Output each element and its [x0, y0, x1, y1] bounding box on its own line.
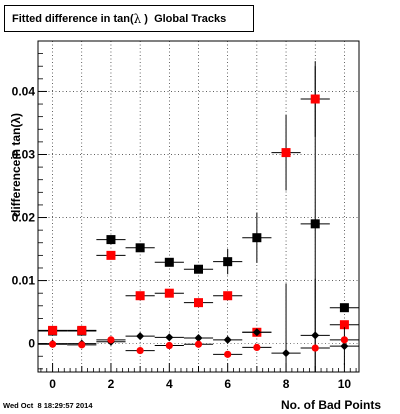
data-layer — [38, 61, 359, 372]
chart-title-lambda: λ — [133, 11, 142, 26]
data-point-diamond — [340, 342, 349, 351]
x-tick-label: 0 — [49, 377, 56, 391]
y-tick-label: 0.04 — [12, 84, 36, 98]
data-point-circle — [107, 336, 115, 344]
chart-title-box: Fitted difference in tan(λ ) Global Trac… — [4, 5, 254, 32]
data-point-diamond — [136, 332, 145, 341]
data-point-square — [310, 94, 320, 104]
data-point-circle — [194, 340, 203, 348]
data-point-circle — [136, 346, 144, 355]
chart-title-prefix: Fitted difference in tan( — [12, 12, 134, 25]
grid-layer — [38, 41, 359, 372]
data-point-square — [339, 303, 349, 313]
data-point-diamond — [282, 349, 291, 358]
data-point-square — [135, 243, 145, 253]
x-tick-label: 6 — [224, 377, 231, 391]
x-tick-label: 4 — [166, 377, 173, 391]
data-point-square — [106, 235, 116, 245]
timestamp-label: Wed Oct 8 18:29:57 2014 — [3, 401, 93, 410]
data-point-square — [252, 233, 262, 243]
data-point-circle — [311, 344, 319, 352]
data-point-circle — [224, 350, 232, 358]
label-layer: differencein tan(λ) No. of Bad Points — [9, 113, 381, 412]
data-point-square — [223, 257, 233, 267]
data-point-circle — [48, 340, 57, 348]
y-axis-title: differencein tan(λ) — [9, 113, 23, 217]
data-point-square — [135, 291, 145, 301]
data-point-diamond — [194, 333, 203, 342]
data-point-square — [281, 148, 291, 158]
x-tick-label: 2 — [108, 377, 115, 391]
data-point-diamond — [311, 331, 320, 340]
data-point-square — [77, 325, 87, 335]
axis-layer: 0 2 4 6 8 10 0 0.01 0.02 0.03 0.04 — [12, 40, 360, 391]
data-point-circle — [340, 336, 349, 344]
y-tick-label: 0 — [28, 337, 35, 351]
data-point-circle — [165, 341, 173, 350]
data-point-square — [310, 219, 320, 229]
data-point-square — [223, 291, 233, 301]
y-tick-label: 0.01 — [12, 274, 36, 288]
data-point-square — [106, 250, 116, 260]
y-tick-label: 0.02 — [12, 211, 36, 225]
x-tick-label: 8 — [283, 377, 290, 391]
data-point-square — [164, 257, 174, 267]
x-axis-title: No. of Bad Points — [281, 398, 381, 412]
data-point-diamond — [223, 335, 232, 344]
data-point-square — [339, 320, 349, 330]
data-point-square — [48, 325, 58, 335]
data-point-diamond — [252, 328, 261, 337]
y-tick-label: 0.03 — [12, 147, 36, 161]
x-tick-label: 10 — [338, 377, 352, 391]
data-point-square — [194, 298, 203, 308]
chart-title-suffix: ) Global Tracks — [141, 12, 227, 25]
data-point-diamond — [165, 333, 174, 342]
data-point-square — [164, 288, 174, 298]
data-point-circle — [253, 343, 261, 352]
data-point-circle — [78, 341, 86, 349]
data-point-square — [194, 264, 203, 274]
